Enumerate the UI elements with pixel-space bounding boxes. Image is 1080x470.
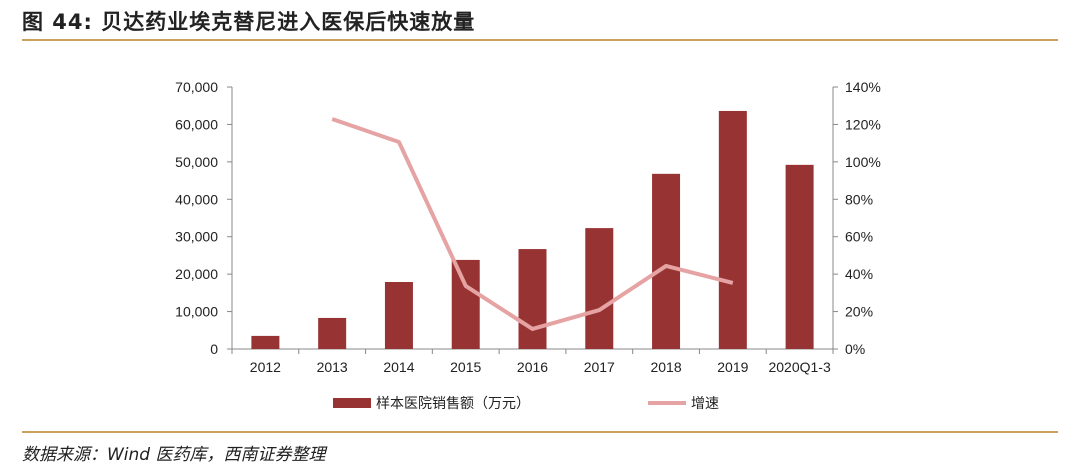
- left-tick-label: 60,000: [175, 116, 218, 132]
- bar-2020Q1-3: [785, 164, 814, 349]
- bar-2014: [384, 282, 413, 349]
- x-tick-label: 2017: [584, 359, 615, 375]
- bar-2013: [318, 317, 347, 349]
- bar-2017: [585, 228, 614, 349]
- right-tick-label: 20%: [845, 304, 873, 320]
- right-tick-label: 0%: [845, 341, 865, 357]
- x-tick-label: 2016: [517, 359, 548, 375]
- figure-title: 图 44: 贝达药业埃克替尼进入医保后快速放量: [22, 10, 476, 34]
- bar-2018: [652, 173, 681, 349]
- bar-2015: [451, 259, 480, 349]
- left-tick-label: 10,000: [175, 304, 218, 320]
- left-tick-label: 0: [210, 341, 218, 357]
- x-tick-label: 2019: [717, 359, 748, 375]
- left-tick-label: 70,000: [175, 79, 218, 95]
- legend-bar-swatch: [333, 398, 371, 408]
- left-tick-label: 30,000: [175, 229, 218, 245]
- source-note: 数据来源：Wind 医药库，西南证券整理: [22, 445, 326, 465]
- bar-2016: [518, 249, 547, 349]
- x-tick-label: 2013: [317, 359, 348, 375]
- x-tick-label: 2015: [450, 359, 481, 375]
- legend-line-label: 增速: [691, 395, 719, 411]
- right-tick-label: 60%: [845, 229, 873, 245]
- x-tick-label: 2018: [650, 359, 681, 375]
- bottom-rule: [22, 431, 1058, 433]
- legend-bar-label: 样本医院销售额（万元）: [376, 395, 530, 411]
- right-tick-label: 80%: [845, 191, 873, 207]
- bar-2019: [718, 110, 747, 349]
- right-tick-label: 120%: [845, 116, 881, 132]
- x-tick-label: 2020Q1-3: [768, 359, 830, 375]
- left-tick-label: 20,000: [175, 266, 218, 282]
- x-tick-label: 2014: [383, 359, 414, 375]
- left-tick-label: 40,000: [175, 191, 218, 207]
- right-tick-label: 40%: [845, 266, 873, 282]
- x-tick-label: 2012: [250, 359, 281, 375]
- left-tick-label: 50,000: [175, 154, 218, 170]
- bar-2012: [251, 335, 280, 349]
- top-rule: [22, 39, 1058, 41]
- right-tick-label: 100%: [845, 154, 881, 170]
- right-tick-label: 140%: [845, 79, 881, 95]
